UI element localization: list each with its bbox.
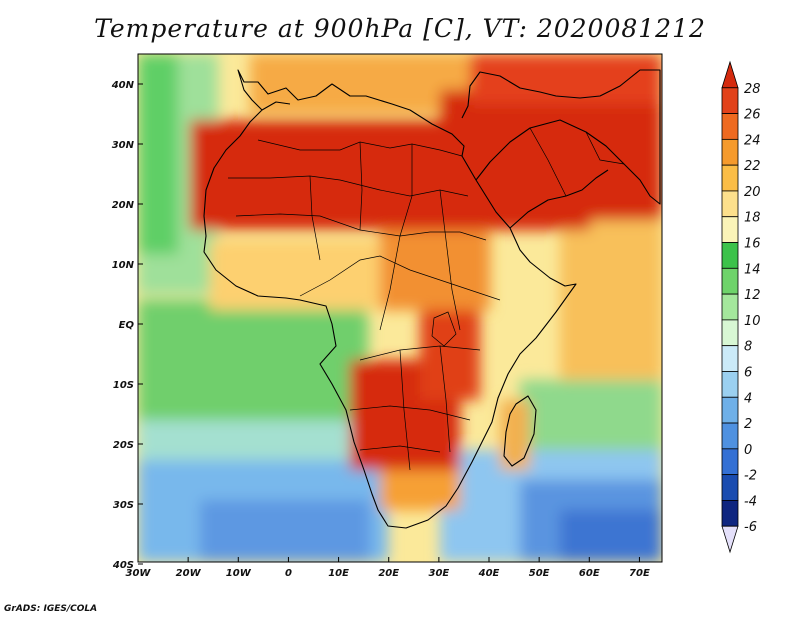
map-plot-area xyxy=(138,54,662,562)
colorbar-label: 6 xyxy=(744,365,752,380)
colorbar-label: -6 xyxy=(744,520,757,535)
lat-tick-label: 10S xyxy=(113,380,134,391)
colorbar-label: -2 xyxy=(744,469,757,484)
longitude-ticks: 30W 20W 10W 0 10E 20E 30E 40E 50E 60E 70E xyxy=(126,557,650,579)
lon-tick-label: 20E xyxy=(378,568,399,579)
lon-tick-label: 60E xyxy=(579,568,600,579)
grads-credit: GrADS: IGES/COLA xyxy=(4,604,98,614)
colorbar-label: 0 xyxy=(744,443,752,458)
colorbar-label: 14 xyxy=(744,262,761,277)
lat-tick-label: 20N xyxy=(112,200,135,211)
colorbar-label: 16 xyxy=(744,237,761,252)
lat-tick-label: 40S xyxy=(112,560,134,571)
latitude-ticks: 40N 30N 20N 10N EQ 10S 20S 30S 40S xyxy=(111,80,143,571)
colorbar-label: 12 xyxy=(744,288,761,303)
plot-frame xyxy=(137,53,663,563)
lat-tick-label: EQ xyxy=(119,320,135,331)
colorbar-label: 28 xyxy=(744,82,761,97)
colorbar-band xyxy=(721,87,739,114)
colorbar-band xyxy=(721,396,739,424)
colorbar-label: -4 xyxy=(744,494,757,509)
colorbar-label: 8 xyxy=(744,340,752,355)
lon-tick-label: 10W xyxy=(226,568,252,579)
lon-tick-label: 50E xyxy=(529,568,550,579)
colorbar-band xyxy=(721,267,739,295)
colorbar-band xyxy=(721,190,739,218)
lon-tick-label: 10E xyxy=(328,568,349,579)
colorbar-label: 26 xyxy=(744,108,761,123)
lat-tick-label: 10N xyxy=(112,260,135,271)
colorbar-band xyxy=(721,474,739,501)
colorbar-band xyxy=(721,500,739,527)
lon-tick-label: 30E xyxy=(428,568,449,579)
lat-tick-label: 20S xyxy=(113,440,134,451)
lon-tick-label: 0 xyxy=(285,568,292,579)
lon-tick-label: 40E xyxy=(478,568,500,579)
colorbar-band xyxy=(721,422,739,450)
colorbar-label: 22 xyxy=(744,159,761,174)
colorbar-label: 2 xyxy=(744,417,752,432)
lon-tick-label: 70E xyxy=(629,568,650,579)
colorbar-label: 4 xyxy=(744,391,752,406)
lon-tick-label: 20W xyxy=(176,568,202,579)
colorbar-label: 18 xyxy=(744,211,761,226)
colorbar-band xyxy=(721,525,739,554)
colorbar-band xyxy=(721,293,739,321)
lat-tick-label: 30S xyxy=(113,500,134,511)
colorbar-band xyxy=(721,242,739,269)
lat-tick-label: 30N xyxy=(112,140,135,151)
colorbar-band xyxy=(721,448,739,476)
colorbar-label: 20 xyxy=(744,185,761,200)
colorbar-band xyxy=(721,216,739,243)
colorbar-label: 24 xyxy=(744,133,761,148)
colorbar-band xyxy=(721,113,739,140)
page-title: Temperature at 900hPa [C], VT: 202008121… xyxy=(94,14,706,43)
colorbar-band xyxy=(721,345,739,372)
colorbar-band xyxy=(721,371,739,398)
country-borders xyxy=(228,127,625,471)
colorbar-band xyxy=(721,138,739,166)
colorbar-band xyxy=(721,319,739,347)
colorbar-label: 10 xyxy=(744,314,761,329)
lon-tick-label: 30W xyxy=(126,568,152,579)
colorbar-band xyxy=(721,60,739,89)
lat-tick-label: 40N xyxy=(111,80,135,91)
colorbar-band xyxy=(721,164,739,192)
